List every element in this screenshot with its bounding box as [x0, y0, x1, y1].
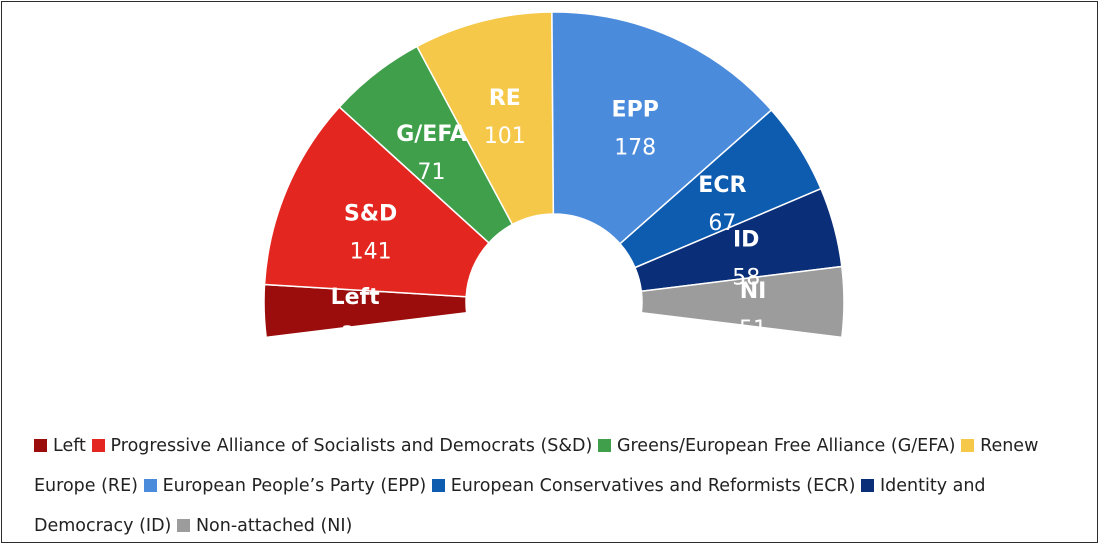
segment-value-left: 38	[341, 323, 369, 348]
segment-label-gefa: G/EFA	[396, 122, 467, 147]
legend-item-left: Left	[34, 436, 86, 456]
segment-value-epp: 178	[614, 135, 656, 160]
segment-value-re: 101	[484, 124, 526, 149]
segment-value-id: 58	[732, 265, 760, 290]
legend-item-gefa: Greens/European Free Alliance (G/EFA)	[597, 436, 956, 456]
segment-label-ni: NI	[740, 279, 767, 304]
segment-label-sd: S&D	[344, 202, 397, 227]
segment-value-sd: 141	[350, 240, 392, 265]
segment-value-gefa: 71	[418, 160, 446, 185]
legend-item-sd: Progressive Alliance of Socialists and D…	[91, 436, 592, 456]
legend-item-epp: European People’s Party (EPP)	[143, 476, 426, 496]
legend-swatch-gefa	[597, 439, 611, 452]
legend-swatch-ni	[176, 519, 190, 532]
segment-value-ni: 51	[739, 317, 767, 342]
segment-label-left: Left	[331, 285, 381, 310]
segment-label-id: ID	[733, 227, 759, 252]
legend-item-id: Identity and Democracy (ID)	[34, 476, 986, 536]
segment-ni	[640, 265, 845, 339]
legend-item-ni: Non-attached (NI)	[176, 516, 352, 536]
legend-swatch-re	[961, 439, 975, 452]
legend-item-re: Renew Europe (RE)	[34, 436, 1039, 496]
segment-sd	[263, 105, 490, 298]
segment-label-epp: EPP	[612, 97, 659, 122]
legend-swatch-id	[860, 479, 874, 492]
legend-item-ecr: European Conservatives and Reformists (E…	[431, 476, 855, 496]
legend-swatch-epp	[143, 479, 157, 492]
legend-swatch-sd	[91, 439, 105, 452]
segment-label-ecr: ECR	[698, 173, 746, 198]
segment-value-ecr: 67	[708, 211, 736, 236]
legend-swatch-ecr	[431, 479, 445, 492]
segment-label-re: RE	[489, 86, 521, 111]
legend-swatch-left	[34, 439, 47, 452]
segment-epp	[551, 11, 773, 245]
legend: Left Progressive Alliance of Socialists …	[34, 426, 1074, 546]
segments-group	[263, 11, 845, 339]
